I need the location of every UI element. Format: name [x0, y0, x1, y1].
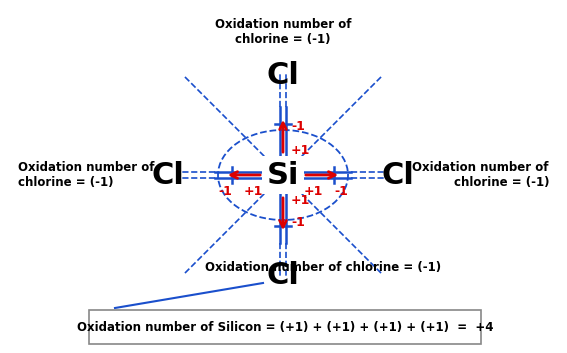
Text: Cl: Cl [151, 161, 184, 190]
Text: +1: +1 [291, 144, 310, 156]
Text: Cl: Cl [266, 60, 299, 90]
Text: Oxidation number of
chlorine = (-1): Oxidation number of chlorine = (-1) [18, 161, 154, 189]
Text: Cl: Cl [382, 161, 414, 190]
Text: Si: Si [266, 161, 299, 190]
Text: Oxidation number of chlorine = (-1): Oxidation number of chlorine = (-1) [205, 262, 441, 275]
Text: Oxidation number of
chlorine = (-1): Oxidation number of chlorine = (-1) [215, 18, 351, 46]
Text: -1: -1 [334, 185, 348, 198]
Text: -1: -1 [291, 120, 305, 133]
Text: -1: -1 [218, 185, 232, 198]
Text: +1: +1 [303, 185, 323, 198]
Text: -1: -1 [291, 216, 305, 229]
Text: +1: +1 [243, 185, 263, 198]
FancyBboxPatch shape [89, 310, 481, 344]
Text: Cl: Cl [266, 261, 299, 289]
Text: +1: +1 [291, 193, 310, 207]
Text: Oxidation number of
chlorine = (-1): Oxidation number of chlorine = (-1) [413, 161, 549, 189]
Text: Oxidation number of Silicon = (+1) + (+1) + (+1) + (+1)  =  +4: Oxidation number of Silicon = (+1) + (+1… [77, 321, 493, 334]
